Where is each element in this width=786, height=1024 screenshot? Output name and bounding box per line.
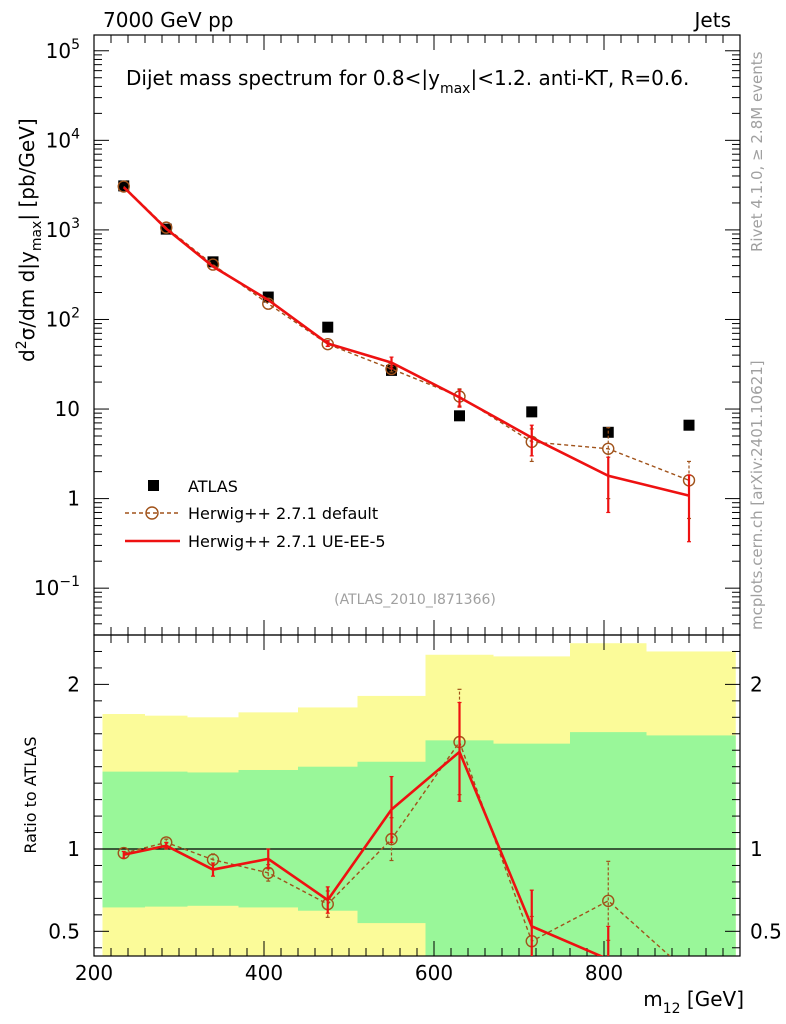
ratio-y-axis-label: Ratio to ATLAS [21, 736, 40, 853]
ratio-ueee5-line [123, 749, 604, 956]
ratio-y-tick-label-left-0: 0.5 [48, 919, 80, 943]
ratio-default-point-9 [684, 968, 695, 979]
default-point-8 [602, 442, 615, 455]
main-y-axis: 10−1 1 10 102 103 104 105 [34, 37, 740, 636]
x-tick-label-3: 800 [585, 961, 623, 985]
main-y-tick-label-6: 105 [46, 37, 80, 63]
atlas-point-0 [118, 180, 130, 192]
legend: ATLAS Herwig++ 2.7.1 default Herwig++ 2.… [125, 477, 386, 551]
atlas-point-6 [454, 410, 465, 422]
x-tick-label-0: 200 [75, 961, 113, 985]
ratio-y-tick-label-right-0: 0.5 [750, 919, 782, 943]
x-tick-label-2: 600 [415, 961, 453, 985]
legend-label-atlas: ATLAS [188, 477, 238, 496]
x-tick-label-1: 400 [245, 961, 283, 985]
legend-marker-default [145, 506, 159, 520]
default-point-0 [117, 180, 130, 193]
atlas-point-3 [262, 291, 274, 303]
main-y-tick-label-0: 10−1 [34, 574, 80, 600]
legend-label-default: Herwig++ 2.7.1 default [188, 504, 378, 523]
ratio-y-axis: 0.5 0.5 1 1 2 2 [48, 634, 782, 949]
ratio-default-point-8 [602, 894, 615, 908]
header-energy: 7000 GeV pp [103, 8, 234, 32]
main-y-tick-label-4: 103 [46, 216, 80, 242]
ueee5-line [122, 186, 690, 497]
legend-marker-atlas [148, 480, 159, 491]
x-axis-label: m12 [GeV] [643, 987, 744, 1017]
default-point-2 [206, 258, 220, 271]
plot-title: Dijet mass spectrum for 0.8<|ymax|<1.2. … [126, 66, 689, 97]
default-point-1 [160, 221, 173, 234]
ratio-default-line [123, 740, 671, 956]
atlas-point-9 [683, 419, 695, 431]
atlas-point-4 [322, 321, 334, 333]
ratio-uncertainty-bands [102, 643, 736, 956]
band-inner-0 [102, 771, 145, 908]
atlas-point-2 [207, 256, 219, 268]
main-y-tick-label-1: 1 [67, 487, 80, 511]
main-y-tick-label-2: 10 [55, 397, 80, 421]
main-y-tick-label-5: 104 [46, 126, 80, 152]
ratio-y-tick-label-left-2: 2 [67, 672, 80, 696]
band-inner-3 [238, 769, 298, 908]
main-y-axis-label: d2σ/dm d|ymax| [pb/GeV] [14, 118, 45, 362]
mcplots-label: mcplots.cern.ch [arXiv:2401.10621] [748, 360, 766, 630]
main-y-tick-label-3: 102 [46, 305, 80, 331]
header-category: Jets [693, 8, 731, 32]
ratio-series [117, 688, 695, 979]
atlas-point-7 [526, 406, 538, 418]
rivet-version-label: Rivet 4.1.0, ≥ 2.8M events [748, 51, 766, 252]
main-series [117, 180, 696, 543]
ratio-y-tick-label-left-1: 1 [67, 837, 80, 861]
analysis-id-watermark: (ATLAS_2010_I871366) [334, 592, 496, 608]
legend-label-ueee5: Herwig++ 2.7.1 UE-EE-5 [188, 532, 386, 551]
band-inner-2 [187, 772, 239, 906]
ratio-y-tick-label-right-1: 1 [750, 837, 763, 861]
ratio-y-tick-label-right-2: 2 [750, 672, 763, 696]
band-inner-9 [646, 735, 736, 956]
main-x-axis-ticks [93, 35, 724, 635]
ratio-x-axis: 200 400 600 800 [75, 635, 724, 985]
